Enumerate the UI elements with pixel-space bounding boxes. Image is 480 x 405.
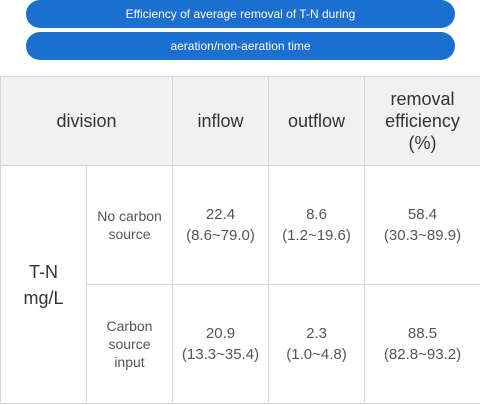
- header-removal-efficiency: removal efficiency (%): [364, 76, 480, 166]
- header-removal-line-3: (%): [408, 133, 437, 153]
- group-label-line-1: T-N: [29, 261, 58, 282]
- cell-removal: 58.4 (30.3~89.9): [364, 165, 480, 285]
- cell-inflow: 22.4 (8.6~79.0): [172, 165, 269, 285]
- cell-range: (1.2~19.6): [282, 227, 351, 244]
- cell-range: (8.6~79.0): [186, 227, 255, 244]
- group-label-tn: T-N mg/L: [0, 165, 87, 404]
- row-label-line: source: [108, 226, 151, 242]
- cell-range: (1.0~4.8): [286, 346, 347, 363]
- cell-value: 20.9: [205, 325, 236, 342]
- row-label-line: source: [108, 336, 151, 352]
- table-row: T-N mg/L No carbon source 22.4 (8.6~79.0…: [0, 165, 480, 404]
- cell-value: 88.5: [407, 325, 438, 342]
- row-label-line: No carbon: [97, 208, 162, 224]
- cell-range: (13.3~35.4): [181, 346, 260, 363]
- cell-value: 2.3: [306, 325, 327, 342]
- cell-outflow: 2.3 (1.0~4.8): [268, 284, 365, 404]
- title-line-1: Efficiency of average removal of T-N dur…: [26, 0, 455, 28]
- header-inflow: inflow: [172, 76, 269, 166]
- results-table-container: division inflow outflow removal efficien…: [0, 76, 480, 405]
- cell-range: (82.8~93.2): [383, 346, 462, 363]
- row-label-no-carbon: No carbon source: [86, 165, 173, 285]
- title-line-2: aeration/non-aeration time: [26, 32, 455, 60]
- group-label-line-2: mg/L: [23, 287, 64, 308]
- header-division: division: [0, 76, 173, 166]
- header-removal-line-2: efficiency: [385, 111, 460, 131]
- header-outflow: outflow: [268, 76, 365, 166]
- cell-outflow: 8.6 (1.2~19.6): [268, 165, 365, 285]
- tn-removal-table: division inflow outflow removal efficien…: [0, 76, 480, 404]
- cell-value: 8.6: [306, 206, 327, 223]
- cell-value: 58.4: [407, 206, 438, 223]
- table-row: Carbon source input 20.9 (13.3~35.4) 2.3…: [1, 284, 480, 404]
- cell-removal: 88.5 (82.8~93.2): [364, 284, 480, 404]
- cell-range: (30.3~89.9): [383, 227, 462, 244]
- cell-inflow: 20.9 (13.3~35.4): [172, 284, 269, 404]
- row-label-line: Carbon: [106, 318, 153, 334]
- header-removal-line-1: removal: [390, 89, 455, 109]
- cell-value: 22.4: [205, 206, 236, 223]
- row-label-carbon-input: Carbon source input: [86, 284, 173, 404]
- table-header-row: division inflow outflow removal efficien…: [0, 76, 480, 166]
- row-label-line: input: [114, 354, 145, 370]
